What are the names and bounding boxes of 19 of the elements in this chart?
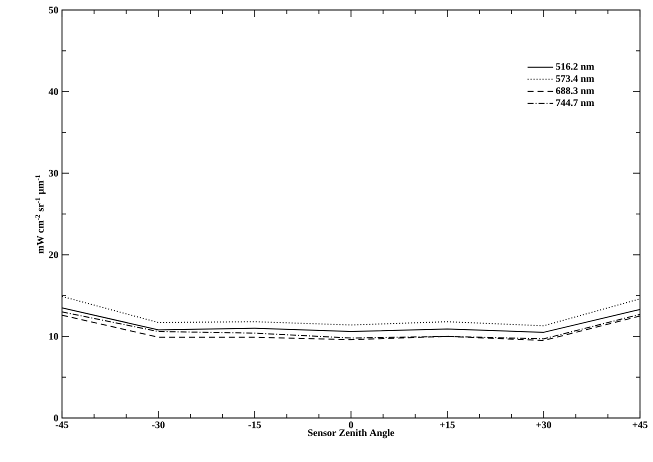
x-tick-label: -30	[152, 422, 165, 428]
legend-label: 573.4 nm	[556, 75, 594, 82]
x-tick-label: +45	[632, 422, 648, 428]
x-tick-label: +30	[536, 422, 552, 428]
x-tick-label: +15	[440, 422, 455, 428]
legend-label: 688.3 nm	[556, 87, 594, 94]
legend-label: 516.2 nm	[556, 63, 594, 70]
y-tick-label: 20	[48, 251, 58, 258]
x-tick-label: -45	[56, 422, 68, 428]
y-tick-label: 30	[48, 170, 58, 177]
y-tick-label: 50	[48, 6, 58, 14]
x-tick-label: -15	[248, 422, 261, 428]
legend-label: 744.7 nm	[556, 99, 594, 106]
x-tick-label: 0	[348, 422, 354, 428]
x-axis-title: Sensor Zenith Angle	[308, 429, 394, 438]
y-tick-label: 10	[49, 333, 58, 340]
y-tick-label: 0	[54, 414, 58, 422]
y-axis-title: mW cm$^{-2}$ sr$^{-1}$ μm$^{-1}$	[35, 175, 46, 254]
y-tick-label: 40	[48, 88, 58, 95]
